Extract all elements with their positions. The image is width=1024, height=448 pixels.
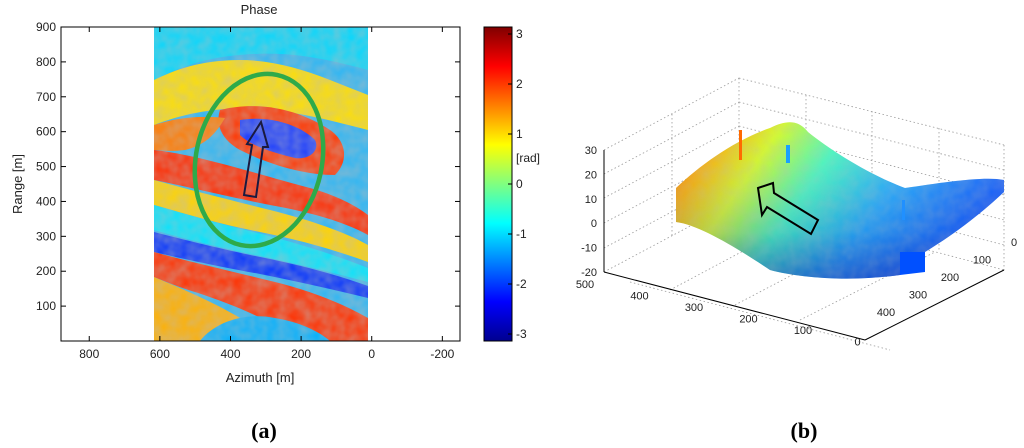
surface-spike xyxy=(739,130,742,160)
y-tick-label: 400 xyxy=(36,194,56,208)
colorbar-tick-label: 3 xyxy=(516,27,523,41)
y-tick-label: 900 xyxy=(36,20,56,34)
x-tick-label: 300 xyxy=(685,302,703,314)
y-tick-label: 100 xyxy=(36,299,56,313)
colorbar xyxy=(483,26,513,342)
z-tick-label: 30 xyxy=(585,145,597,157)
x-tick-label: 800 xyxy=(79,347,99,361)
chart-title: Phase xyxy=(241,2,278,17)
colorbar-tick-label: 1 xyxy=(516,127,523,141)
x-axis-ticks: 800 600 400 200 0 -200 xyxy=(79,27,455,361)
z-tick-label: 10 xyxy=(585,194,597,206)
y-axis-ticks: 900 800 700 600 500 400 300 200 100 xyxy=(36,20,460,313)
colorbar-tick-label: -2 xyxy=(516,277,527,291)
panel-label-a: (a) xyxy=(251,418,277,443)
x-tick-label: 100 xyxy=(794,325,812,337)
colorbar-tick-label: -3 xyxy=(516,327,527,341)
surface-side xyxy=(900,252,925,275)
y-tick-label: 500 xyxy=(36,160,56,174)
x-axis-ticks: 500 400 300 200 100 0 xyxy=(576,279,861,349)
panel-label-b: (b) xyxy=(791,418,818,443)
y-tick-label: 800 xyxy=(36,55,56,69)
z-tick-label: 20 xyxy=(585,169,597,181)
y-tick-label: 700 xyxy=(36,90,56,104)
colorbar-label: [rad] xyxy=(516,151,540,165)
z-tick-label: -10 xyxy=(581,243,597,255)
speckle-noise xyxy=(154,27,368,341)
x-tick-label: 500 xyxy=(576,279,594,291)
colorbar-tick-label: -1 xyxy=(516,227,527,241)
phase-image xyxy=(154,27,368,341)
y-tick-label: 200 xyxy=(36,264,56,278)
roi-ellipse xyxy=(192,71,326,249)
flow-arrow-outline xyxy=(242,119,270,199)
x-tick-label: -200 xyxy=(430,347,454,361)
box-axes xyxy=(603,150,1005,341)
y-tick-label: 200 xyxy=(941,272,959,284)
y-axis-label: Range [m] xyxy=(10,154,25,214)
x-tick-label: 200 xyxy=(291,347,311,361)
z-tick-label: -20 xyxy=(581,267,597,279)
y-tick-label: 300 xyxy=(909,290,927,302)
flow-arrow xyxy=(242,119,270,199)
y-tick-label: 100 xyxy=(973,255,991,267)
x-tick-label: 0 xyxy=(368,347,375,361)
x-tick-label: 200 xyxy=(739,314,757,326)
x-tick-label: 400 xyxy=(630,291,648,303)
y-tick-label: 600 xyxy=(36,125,56,139)
y-tick-label: 400 xyxy=(877,307,895,319)
colorbar-ticks: 3 2 1 0 -1 -2 -3 xyxy=(508,27,527,341)
axes-frame xyxy=(60,26,461,342)
z-tick-label: 0 xyxy=(591,218,597,230)
flow-arrow xyxy=(756,181,820,236)
x-tick-label: 600 xyxy=(150,347,170,361)
y-axis-ticks: 0 100 200 300 400 xyxy=(877,237,1017,319)
y-tick-label: 0 xyxy=(1011,237,1017,249)
z-axis-ticks: 30 20 10 0 -10 -20 xyxy=(581,145,597,279)
colorbar-tick-label: 2 xyxy=(516,77,523,91)
x-tick-label: 0 xyxy=(854,337,860,349)
x-axis-label: Azimuth [m] xyxy=(226,370,295,385)
surface-spike xyxy=(786,145,790,163)
surface-spike xyxy=(902,200,905,220)
terrain-surface xyxy=(676,122,1004,279)
phase-heatmap-panel: Phase 800 600 400 200 0 -200 xyxy=(10,2,540,385)
y-tick-label: 300 xyxy=(36,229,56,243)
x-tick-label: 400 xyxy=(220,347,240,361)
colorbar-tick-label: 0 xyxy=(516,177,523,191)
